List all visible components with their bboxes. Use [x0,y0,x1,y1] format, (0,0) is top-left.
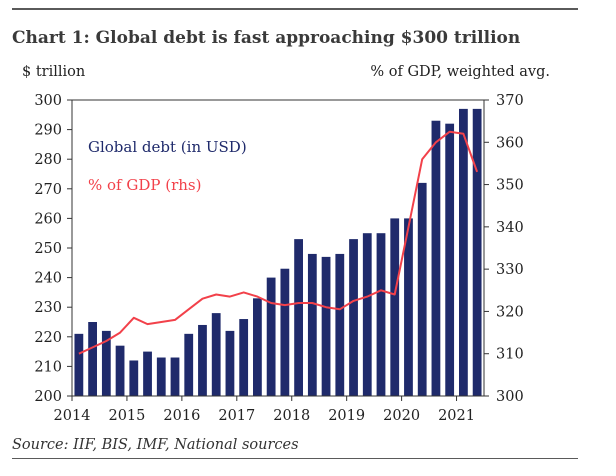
top-rule [12,8,578,10]
left-tick-label: 210 [34,359,62,375]
bar-2017Q2 [253,298,262,396]
source-note: Source: IIF, BIS, IMF, National sources [12,437,299,453]
bar-2014Q2 [88,322,97,396]
legend-gdp-share: % of GDP (rhs) [88,176,201,194]
bar-2014Q4 [115,345,125,396]
x-tick-label: 2014 [54,408,91,424]
bar-2018Q1 [294,239,303,396]
bar-2021Q1 [459,108,468,396]
bar-2015Q2 [143,351,152,396]
bar-2016Q3 [211,313,221,396]
bar-2015Q3 [156,357,166,396]
left-axis-unit: $ trillion [22,64,86,80]
bar-2018Q3 [321,256,331,396]
right-tick-label: 310 [496,347,524,363]
legend-global-debt: Global debt (in USD) [88,138,247,156]
bar-2014Q1 [74,333,84,396]
chart-title: Chart 1: Global debt is fast approaching… [12,28,521,48]
x-tick-label: 2018 [273,408,310,424]
right-tick-label: 350 [496,178,524,194]
right-axis-unit: % of GDP, weighted avg. [370,64,550,80]
x-tick-label: 2015 [108,408,145,424]
bar-2016Q1 [184,333,194,396]
right-tick-label: 320 [496,304,524,320]
x-tick-label: 2020 [383,408,420,424]
x-tick-label: 2021 [438,408,475,424]
bar-2017Q4 [280,268,290,396]
bar-2017Q1 [239,319,249,396]
bar-2020Q2 [417,182,427,396]
x-tick-label: 2019 [328,408,365,424]
x-tick-label: 2016 [163,408,200,424]
left-tick-label: 280 [34,152,62,168]
bar-2014Q3 [101,330,111,396]
bar-2016Q2 [198,324,207,396]
left-tick-label: 290 [34,123,62,139]
bar-2020Q3 [431,120,441,396]
right-tick-label: 370 [496,93,524,109]
bar-2021Q2 [472,108,482,396]
left-tick-label: 220 [34,330,62,346]
bar-2019Q1 [349,239,358,396]
left-tick-label: 270 [34,182,62,198]
left-tick-label: 260 [34,211,62,227]
bar-2019Q3 [376,233,386,396]
right-tick-label: 330 [496,262,524,278]
bar-2018Q4 [335,253,345,396]
gdp-share-line [78,130,479,355]
bar-2020Q4 [445,123,455,397]
bar-2018Q2 [307,253,317,396]
right-tick-label: 300 [496,389,524,405]
bottom-rule [12,458,578,459]
left-tick-label: 300 [34,93,62,109]
left-tick-label: 230 [34,300,62,316]
bar-2020Q1 [404,218,413,396]
left-tick-label: 240 [34,271,62,287]
bar-2019Q4 [390,218,400,396]
right-tick-label: 340 [496,220,524,236]
bar-2017Q3 [266,277,276,396]
x-tick-label: 2017 [218,408,255,424]
bar-2019Q2 [362,233,372,396]
left-tick-label: 200 [34,389,62,405]
bar-2015Q1 [129,360,139,396]
bar-2016Q4 [225,330,235,396]
bar-2015Q4 [170,357,180,396]
left-tick-label: 250 [34,241,62,257]
right-tick-label: 360 [496,135,524,151]
